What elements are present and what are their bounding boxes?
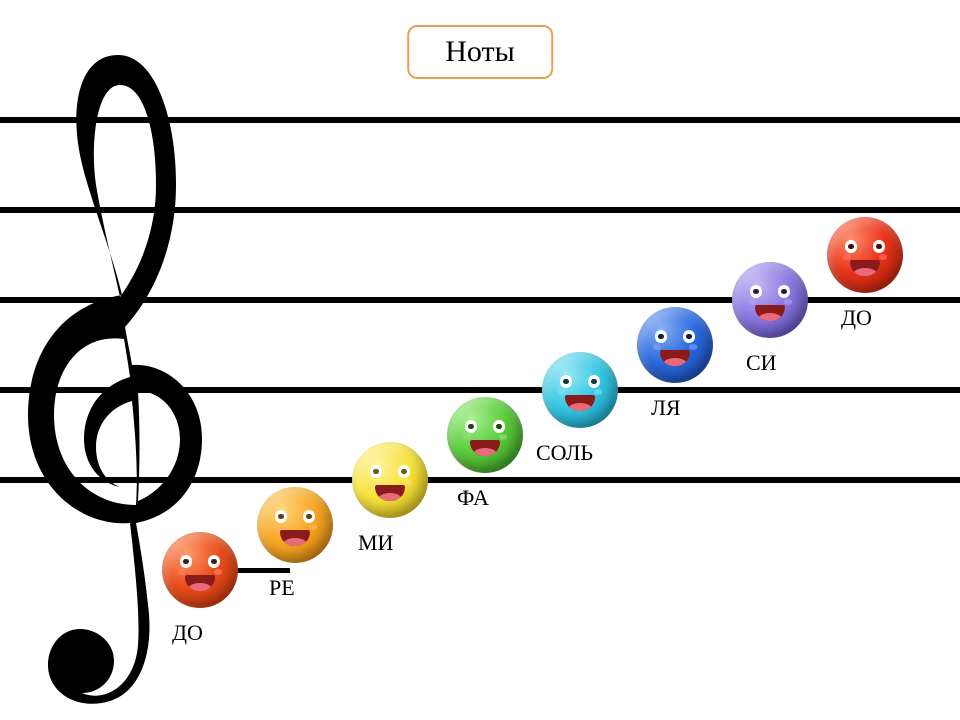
note-face-icon <box>841 238 890 276</box>
note-label-re: РЕ <box>269 575 295 601</box>
note-fa <box>447 397 523 473</box>
note-do_low <box>162 532 238 608</box>
title-text: Ноты <box>445 35 515 68</box>
note-face-icon <box>556 373 605 411</box>
note-label-do_high: ДО <box>841 305 872 331</box>
note-face-icon <box>461 418 510 456</box>
note-la <box>637 307 713 383</box>
note-si <box>732 262 808 338</box>
note-label-la: ЛЯ <box>651 395 681 421</box>
note-mi <box>352 442 428 518</box>
note-do_high <box>827 217 903 293</box>
note-label-fa: ФА <box>457 485 489 511</box>
note-face-icon <box>271 508 320 546</box>
note-face-icon <box>176 553 225 591</box>
note-face-icon <box>746 283 795 321</box>
note-label-si: СИ <box>746 350 777 376</box>
note-sol <box>542 352 618 428</box>
note-label-mi: МИ <box>358 530 393 556</box>
treble-clef-icon <box>10 45 210 705</box>
note-re <box>257 487 333 563</box>
note-label-sol: СОЛЬ <box>536 440 593 466</box>
title-box: Ноты <box>407 25 553 79</box>
note-face-icon <box>366 463 415 501</box>
note-face-icon <box>651 328 700 366</box>
note-label-do_low: ДО <box>172 620 203 646</box>
